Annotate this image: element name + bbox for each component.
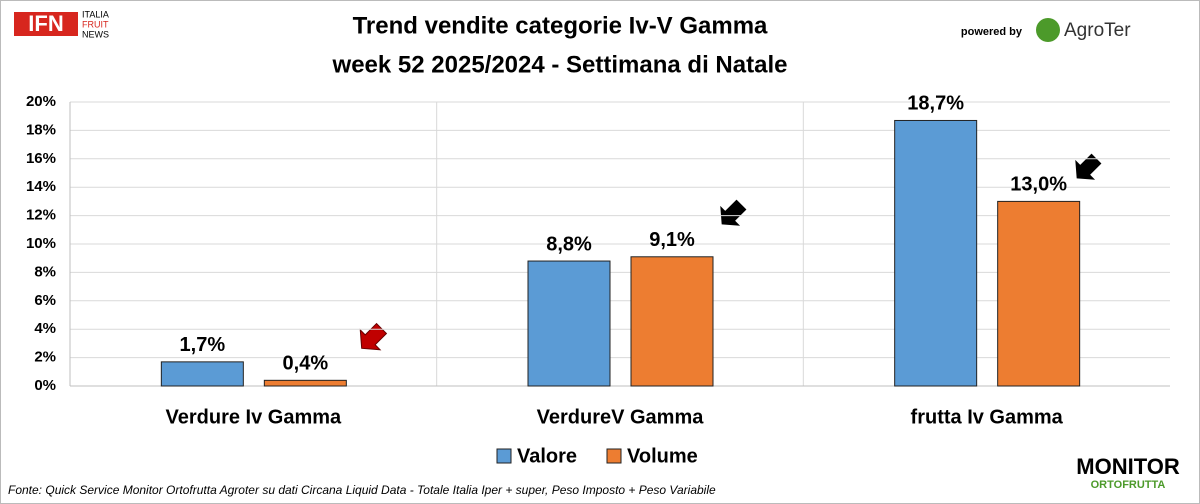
bar bbox=[160, 361, 244, 387]
arrow bbox=[720, 199, 747, 226]
data-label: 0,4% bbox=[283, 353, 329, 375]
bar bbox=[630, 256, 714, 387]
agroter-brand: AgroTer bbox=[1064, 20, 1131, 41]
data-label: 9,1% bbox=[649, 229, 695, 251]
footer-brand: MONITOR bbox=[1076, 454, 1180, 479]
arrow bbox=[359, 322, 388, 351]
y-tick-label: 0% bbox=[34, 377, 56, 394]
agroter-icon bbox=[1036, 18, 1060, 42]
y-tick-label: 16% bbox=[26, 150, 56, 167]
bar bbox=[263, 379, 347, 387]
chart-title: week 52 2025/2024 - Settimana di Natale bbox=[332, 51, 788, 78]
y-tick-label: 2% bbox=[34, 349, 56, 366]
x-tick-label: VerdureV Gamma bbox=[537, 406, 705, 428]
x-tick-label: Verdure Iv Gamma bbox=[166, 406, 343, 428]
source: Fonte: Quick Service Monitor Ortofrutta … bbox=[8, 483, 716, 497]
y-tick-label: 10% bbox=[26, 235, 56, 252]
x-tick-label: frutta Iv Gamma bbox=[911, 406, 1064, 428]
y-tick-label: 20% bbox=[26, 93, 56, 110]
legend-label: Valore bbox=[517, 445, 577, 467]
data-label: 13,0% bbox=[1010, 174, 1067, 196]
y-tick-label: 6% bbox=[34, 292, 56, 309]
powered-by: powered by bbox=[961, 26, 1023, 38]
y-tick-label: 8% bbox=[34, 263, 56, 280]
y-tick-label: 18% bbox=[26, 121, 56, 138]
logo-line: FRUIT bbox=[82, 19, 109, 29]
y-tick-label: 14% bbox=[26, 178, 56, 195]
chart-title: Trend vendite categorie Iv-V Gamma bbox=[353, 12, 768, 39]
bar bbox=[894, 119, 978, 387]
data-label: 1,7% bbox=[180, 334, 226, 356]
logo-brand: IFN bbox=[28, 11, 63, 36]
bar bbox=[527, 260, 611, 387]
y-tick-label: 12% bbox=[26, 207, 56, 224]
footer-sub: ORTOFRUTTA bbox=[1091, 479, 1166, 491]
legend-swatch bbox=[496, 448, 512, 464]
data-label: 18,7% bbox=[907, 93, 964, 115]
logo-box bbox=[14, 12, 78, 36]
logo-line: ITALIA bbox=[82, 9, 109, 19]
bar bbox=[997, 200, 1081, 387]
logo-line: NEWS bbox=[82, 29, 109, 39]
data-label: 8,8% bbox=[546, 233, 592, 255]
arrow bbox=[1075, 153, 1102, 180]
legend-swatch bbox=[606, 448, 622, 464]
legend-label: Volume bbox=[627, 445, 698, 467]
y-tick-label: 4% bbox=[34, 320, 56, 337]
